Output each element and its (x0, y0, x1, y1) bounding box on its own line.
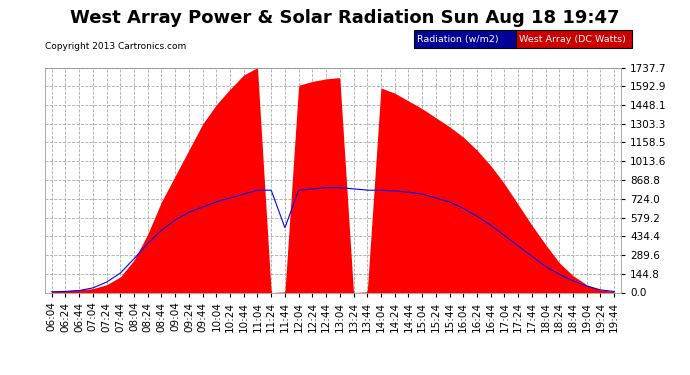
Text: Radiation (w/m2): Radiation (w/m2) (417, 35, 498, 44)
Text: West Array Power & Solar Radiation Sun Aug 18 19:47: West Array Power & Solar Radiation Sun A… (70, 9, 620, 27)
Text: Copyright 2013 Cartronics.com: Copyright 2013 Cartronics.com (45, 42, 186, 51)
Text: West Array (DC Watts): West Array (DC Watts) (519, 35, 626, 44)
